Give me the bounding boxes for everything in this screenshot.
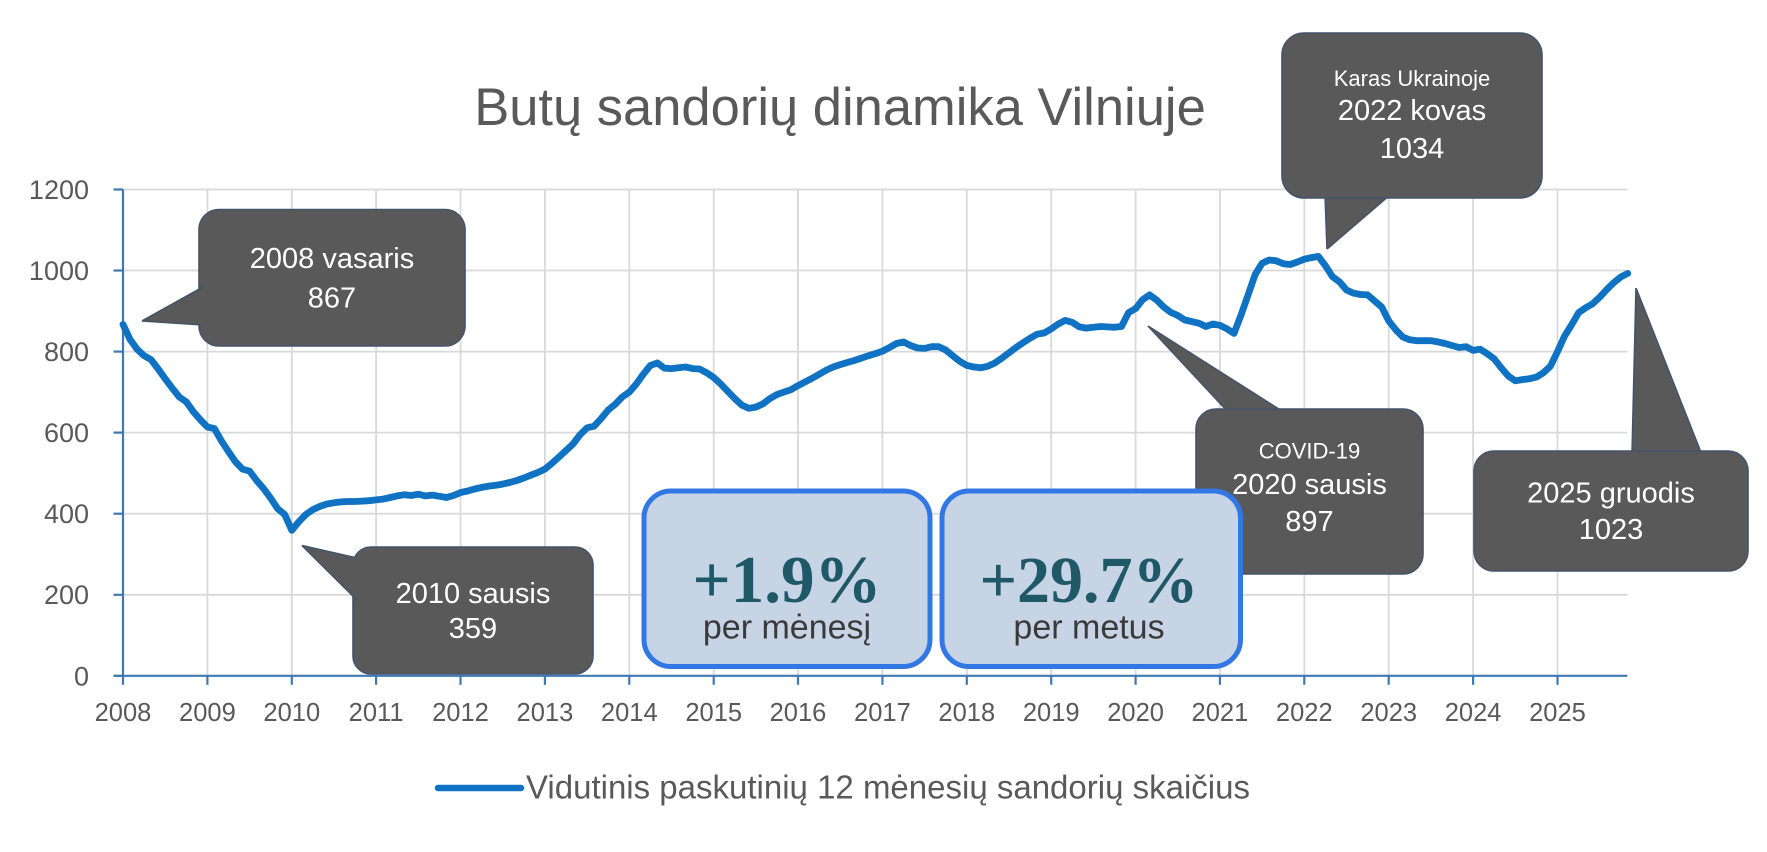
svg-text:Butų sandorių dinamika Vilniuj: Butų sandorių dinamika Vilniuje [474, 78, 1206, 137]
svg-text:2010: 2010 [263, 699, 320, 727]
svg-text:600: 600 [44, 418, 89, 448]
svg-text:+29.7%: +29.7% [979, 544, 1198, 617]
svg-text:COVID-19: COVID-19 [1259, 439, 1360, 464]
svg-text:2012: 2012 [432, 699, 489, 727]
svg-text:Karas Ukrainoje: Karas Ukrainoje [1334, 66, 1491, 91]
svg-text:800: 800 [44, 337, 89, 367]
svg-text:2024: 2024 [1445, 699, 1502, 727]
svg-text:0: 0 [74, 661, 89, 691]
svg-text:2020 sausis: 2020 sausis [1232, 469, 1387, 501]
svg-text:359: 359 [449, 613, 497, 645]
svg-text:2023: 2023 [1360, 699, 1417, 727]
svg-text:2025: 2025 [1529, 699, 1586, 727]
svg-text:per metus: per metus [1013, 609, 1164, 647]
svg-text:200: 200 [44, 580, 89, 610]
svg-text:2011: 2011 [349, 699, 404, 727]
svg-text:2008: 2008 [95, 699, 152, 727]
svg-text:1023: 1023 [1579, 514, 1644, 546]
svg-text:1000: 1000 [29, 256, 89, 286]
svg-text:2022 kovas: 2022 kovas [1338, 95, 1486, 127]
svg-text:1200: 1200 [29, 175, 89, 205]
svg-text:2015: 2015 [685, 699, 742, 727]
svg-text:per mėnesį: per mėnesį [703, 609, 871, 647]
svg-text:+1.9%: +1.9% [693, 543, 882, 617]
svg-text:2009: 2009 [179, 699, 236, 727]
svg-text:867: 867 [308, 283, 356, 315]
svg-text:2022: 2022 [1276, 699, 1333, 727]
svg-text:2017: 2017 [854, 699, 911, 727]
svg-text:Vidutinis paskutinių 12 mėnesi: Vidutinis paskutinių 12 mėnesių sandorių… [526, 769, 1250, 806]
svg-text:2013: 2013 [517, 699, 574, 727]
svg-text:2018: 2018 [938, 699, 995, 727]
svg-text:897: 897 [1285, 506, 1333, 538]
svg-text:2021: 2021 [1192, 699, 1249, 727]
svg-text:1034: 1034 [1380, 133, 1445, 165]
svg-text:2020: 2020 [1107, 699, 1164, 727]
svg-text:2008 vasaris: 2008 vasaris [250, 243, 414, 275]
svg-text:2025 gruodis: 2025 gruodis [1527, 478, 1695, 510]
svg-text:2019: 2019 [1023, 699, 1080, 727]
svg-text:2010 sausis: 2010 sausis [396, 578, 551, 610]
svg-text:400: 400 [44, 499, 89, 529]
svg-text:2014: 2014 [601, 699, 658, 727]
svg-text:2016: 2016 [770, 699, 827, 727]
